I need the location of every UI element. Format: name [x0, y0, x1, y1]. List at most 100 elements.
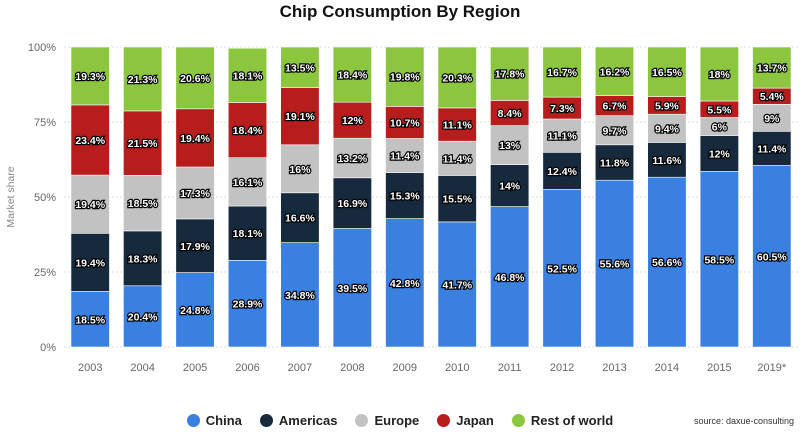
bar-segment-europe [752, 104, 792, 132]
y-tick-label: 50% [34, 192, 56, 204]
data-label: 7.3% [550, 103, 575, 115]
x-tick-label: 2012 [550, 362, 574, 374]
data-label: 16.1% [233, 177, 263, 189]
x-tick-label: 2015 [707, 362, 731, 374]
bar-segment-japan [437, 107, 477, 142]
data-label: 34.8% [285, 290, 315, 302]
data-label: 16.7% [547, 67, 577, 79]
bar-segment-americas [647, 142, 687, 178]
bar-segment-china [70, 291, 110, 348]
bar-segment-japan [332, 101, 372, 139]
legend-label: Americas [278, 413, 338, 428]
y-axis-label: Market share [5, 166, 17, 227]
data-label: 5.9% [655, 100, 680, 112]
bar-segment-japan [175, 108, 215, 168]
legend-item-china[interactable]: China [186, 413, 242, 428]
bar-segment-rest-of-world [699, 46, 739, 102]
data-label: 18.4% [233, 125, 263, 137]
legend-item-americas[interactable]: Americas [259, 413, 338, 428]
bar-segment-europe [123, 175, 163, 232]
data-label: 19.1% [285, 111, 315, 123]
bar-segment-china [123, 285, 163, 348]
data-label: 14% [499, 181, 521, 193]
data-label: 20.3% [442, 72, 472, 84]
data-label: 15.5% [442, 194, 472, 206]
bar-segment-rest-of-world [437, 46, 477, 109]
data-label: 19.3% [75, 71, 105, 83]
data-label: 17.8% [495, 69, 525, 81]
bar-segment-rest-of-world [227, 47, 268, 103]
bar-segment-rest-of-world [175, 46, 215, 110]
bar-segment-rest-of-world [647, 46, 687, 97]
legend-dot-icon [259, 414, 273, 427]
data-label: 17.9% [180, 241, 210, 253]
bar-segment-china [699, 171, 739, 348]
data-label: 46.8% [495, 272, 525, 284]
x-tick-label: 2014 [655, 362, 679, 374]
bar-segment-europe [542, 118, 582, 153]
x-tick-label: 2004 [130, 362, 154, 374]
bar-segment-japan [280, 87, 320, 146]
legend-dot-icon [511, 414, 525, 427]
x-tick-label: 2010 [445, 362, 469, 374]
data-label: 16.6% [285, 213, 315, 225]
bar-segment-rest-of-world [332, 46, 372, 103]
data-label: 18% [709, 69, 731, 81]
data-label: 11.4% [443, 153, 473, 165]
bar-segment-americas [123, 230, 163, 287]
bar-segment-americas [594, 144, 635, 181]
legend-dot-icon [355, 414, 369, 427]
y-tick-label: 25% [34, 267, 56, 279]
x-tick-label: 2013 [602, 362, 626, 374]
data-label: 6.7% [603, 101, 628, 113]
legend-item-japan[interactable]: Japan [437, 413, 494, 428]
data-label: 11.8% [600, 158, 630, 170]
data-label: 11.1% [547, 131, 577, 143]
data-label: 18.5% [128, 198, 158, 210]
data-label: 56.6% [652, 257, 682, 269]
data-label: 9% [764, 113, 780, 125]
data-label: 9.7% [603, 125, 628, 137]
legend-label: Japan [456, 413, 494, 428]
bar-segment-europe [385, 138, 425, 174]
data-label: 23.4% [75, 135, 105, 147]
data-label: 8.4% [498, 108, 523, 120]
source-note: source: daxue-consulting [693, 416, 794, 426]
data-label: 52.5% [547, 263, 577, 275]
data-label: 20.6% [180, 73, 210, 85]
bar-segment-rest-of-world [280, 46, 320, 88]
y-tick-label: 75% [34, 117, 56, 129]
bar-segment-china [647, 176, 687, 348]
bar-segment-rest-of-world [752, 46, 792, 89]
legend-label: China [205, 413, 242, 428]
bar-segment-rest-of-world [594, 46, 635, 96]
data-label: 19.4% [180, 133, 210, 145]
legend-item-europe[interactable]: Europe [355, 413, 419, 428]
x-tick-label: 2009 [393, 362, 417, 374]
data-label: 39.5% [337, 283, 367, 295]
data-label: 28.9% [233, 299, 263, 311]
data-label: 16.2% [600, 66, 630, 78]
data-label: 19.4% [75, 257, 105, 269]
data-label: 58.5% [704, 254, 734, 266]
data-label: 19.8% [390, 72, 420, 84]
bar-segment-americas [227, 205, 268, 261]
data-label: 19.4% [75, 199, 105, 211]
bar-segment-americas [699, 135, 739, 172]
data-label: 18.1% [233, 228, 263, 240]
data-label: 42.8% [390, 278, 420, 290]
legend-label: Europe [374, 413, 420, 428]
data-label: 55.6% [600, 259, 630, 271]
data-label: 5.5% [707, 104, 732, 116]
bar-segment-japan [490, 100, 530, 126]
legend-item-rest-of-world[interactable]: Rest of world [511, 413, 613, 428]
data-label: 21.3% [128, 74, 158, 86]
x-tick-label: 2005 [183, 362, 207, 374]
data-label: 18.1% [233, 70, 263, 82]
data-label: 17.3% [180, 188, 210, 200]
data-label: 13% [499, 140, 521, 152]
x-tick-label: 2011 [498, 362, 522, 374]
bar-segment-europe [594, 115, 635, 146]
bar-segment-europe [280, 144, 320, 194]
